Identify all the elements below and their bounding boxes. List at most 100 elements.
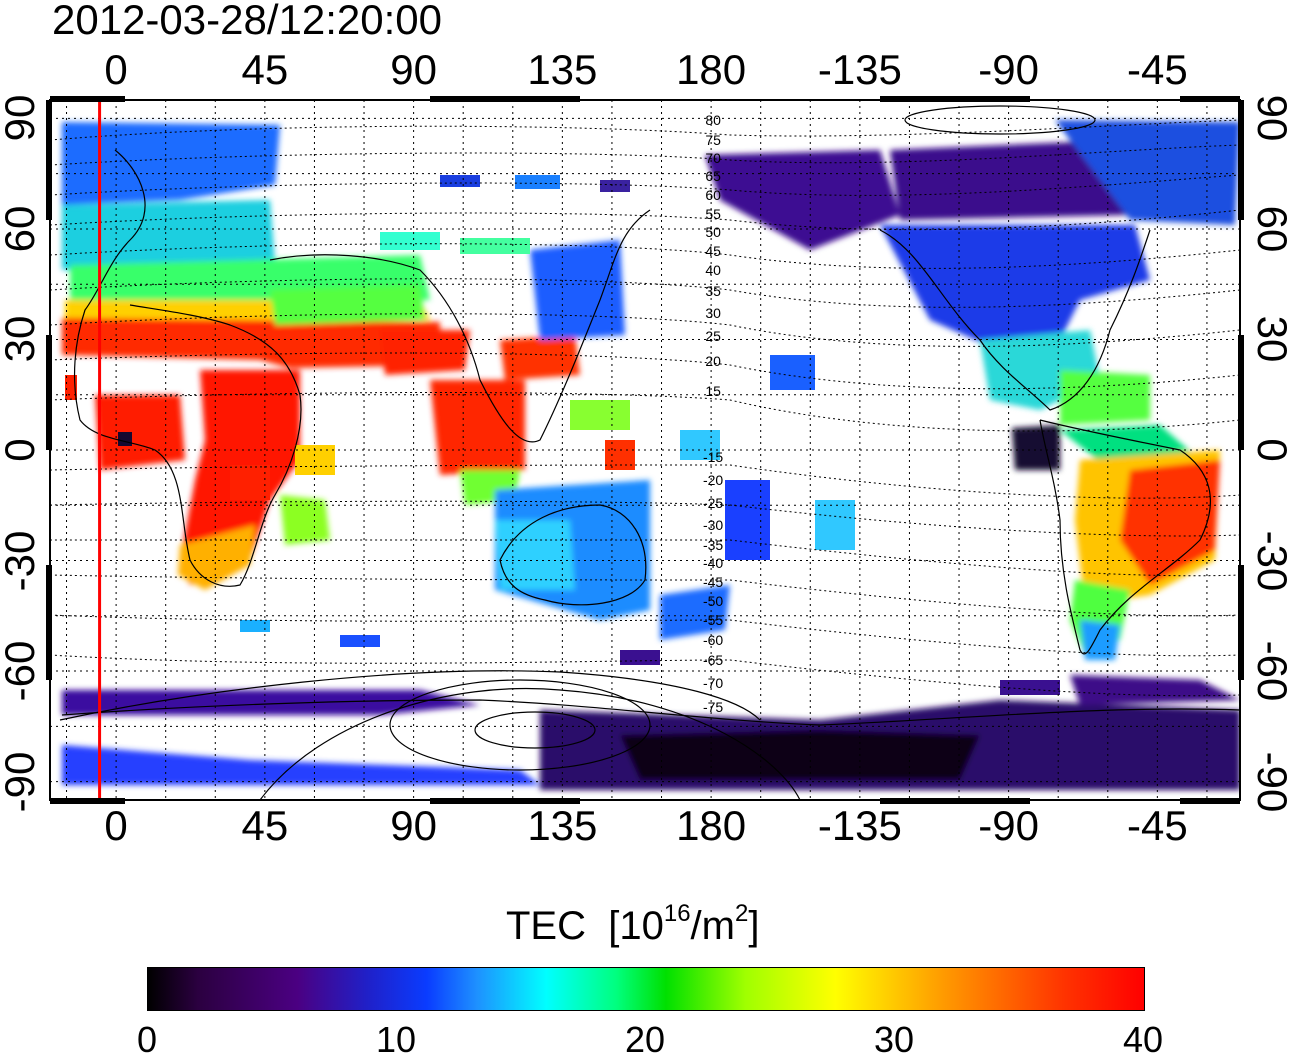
tec-data-layer: [62, 120, 1240, 790]
lon-bottom-tick-label: 135: [527, 802, 598, 849]
frame-tick-bars: [46, 96, 1244, 804]
contour-value-label: -65: [703, 652, 723, 668]
contour-value-label: 30: [705, 305, 721, 321]
contour-line: [50, 209, 1240, 231]
tec-pixel: [770, 355, 815, 390]
colorbar-unit-exponent: 16: [663, 900, 691, 927]
lat-lon-grid: [50, 100, 1240, 800]
tec-pixel: [118, 432, 132, 446]
lat-left-tick-label: 30: [0, 316, 43, 363]
tec-pixel: [680, 430, 720, 460]
colorbar-tick-label: 40: [1122, 1019, 1164, 1060]
tec-region-china-coast: [500, 335, 580, 380]
lon-bottom-tick-label: -90: [978, 802, 1039, 849]
magnetic-contours: [50, 119, 1240, 697]
contour-value-label: -60: [703, 632, 723, 648]
contour-value-label: 70: [705, 150, 721, 166]
lat-right-tick-label: -60: [1249, 640, 1292, 702]
lon-bottom-tick-label: -135: [817, 802, 902, 849]
tec-pixel: [380, 232, 440, 250]
colorbar-unit-suffix: ]: [748, 904, 760, 948]
tec-region-india: [380, 330, 470, 375]
contour-value-label: -70: [703, 675, 723, 691]
tec-region-west-africa: [95, 395, 185, 470]
lon-top-tick-label: 90: [390, 46, 437, 93]
lon-bottom-tick-label: 90: [390, 802, 437, 849]
colorbar-label: TEC: [506, 904, 586, 948]
lat-left-tick-label: -90: [0, 751, 43, 812]
contour-line: [50, 352, 1240, 390]
tec-pixel: [515, 175, 560, 189]
colorbar-unit-prefix: [10: [608, 904, 664, 948]
contour-value-label: 80: [705, 112, 721, 128]
tec-region-antarctic-west: [62, 745, 540, 785]
contour-ring: [389, 679, 651, 771]
lon-top-tick-label: -90: [978, 46, 1039, 93]
tec-region-south-tip: [1080, 620, 1120, 660]
contour-value-label: -25: [703, 495, 723, 511]
tec-pixel: [230, 465, 270, 500]
tec-pixel: [1000, 680, 1060, 695]
tec-region-caribbean: [1060, 370, 1150, 425]
tec-scatter-points: [65, 175, 1060, 695]
lon-top-tick-label: -135: [817, 46, 902, 93]
tec-region-south-africa: [178, 525, 255, 590]
lon-bottom-tick-label: 45: [241, 802, 289, 849]
tec-region-europe-north: [62, 122, 280, 205]
contour-value-label: 25: [705, 328, 721, 344]
lon-top-tick-label: 0: [104, 46, 128, 93]
tec-region-north-africa: [62, 318, 440, 368]
contour-line: [50, 278, 1240, 308]
colorbar-unit-square: 2: [734, 900, 749, 927]
lat-right-tick-label: 90: [1249, 95, 1292, 142]
lat-left-tick-label: 0: [0, 438, 43, 462]
tec-region-southeast-asia: [430, 380, 525, 475]
tec-region-greenland: [1055, 120, 1240, 225]
lon-top-tick-label: -45: [1127, 46, 1188, 93]
contour-value-label: 55: [705, 206, 721, 222]
lon-bottom-tick-label: -45: [1127, 802, 1188, 849]
lat-right-tick-label: -30: [1249, 530, 1292, 591]
colorbar-tick-label: 0: [136, 1019, 158, 1060]
coastline-europe-africa: [73, 149, 302, 587]
tec-pixel: [725, 480, 770, 560]
contour-line: [50, 144, 1240, 166]
tec-pixel: [815, 500, 855, 550]
contour-value-label: -55: [703, 612, 723, 628]
contour-value-label: 45: [705, 243, 721, 259]
lat-left-tick-label: 90: [0, 95, 43, 142]
tec-pixel: [570, 400, 630, 430]
coastline-antarctica: [61, 699, 1240, 726]
contour-line: [50, 654, 1240, 697]
colorbar-tick-label: 20: [624, 1019, 666, 1060]
contour-value-label: 35: [705, 283, 721, 299]
contour-value-label: 40: [705, 262, 721, 278]
lon-bottom-tick-label: 180: [676, 802, 747, 849]
contour-ring: [474, 711, 596, 749]
tec-region-madagascar: [280, 495, 330, 545]
lat-left-tick-label: -30: [0, 530, 43, 591]
plot-title: 2012-03-28/12:20:00: [52, 0, 442, 43]
contour-line: [50, 243, 1240, 269]
coastline-north-america: [879, 229, 1151, 411]
contour-value-label: 20: [705, 353, 721, 369]
tec-region-brazil-red: [1120, 460, 1220, 585]
tec-pixel: [620, 650, 660, 665]
coastlines: [61, 149, 1240, 726]
coastline-asia: [269, 209, 651, 443]
tec-region-antarctic-pole: [1070, 675, 1240, 705]
lon-top-tick-label: 135: [527, 46, 598, 93]
contour-value-label: 75: [705, 132, 721, 148]
lat-right-tick-label: 60: [1249, 205, 1292, 253]
contour-value-label: -30: [703, 517, 723, 533]
tec-region-new-zealand: [660, 585, 730, 640]
tec-region-andes-dark: [1012, 425, 1060, 470]
contour-value-label: -50: [703, 593, 723, 609]
tec-pixel: [440, 175, 480, 187]
lat-right-tick-label: 0: [1249, 438, 1292, 462]
coastline-australia: [499, 504, 647, 606]
lon-top-tick-label: 45: [241, 46, 289, 93]
colorbar-tick-label: 30: [873, 1019, 915, 1060]
lon-top-tick-label: 180: [676, 46, 747, 93]
